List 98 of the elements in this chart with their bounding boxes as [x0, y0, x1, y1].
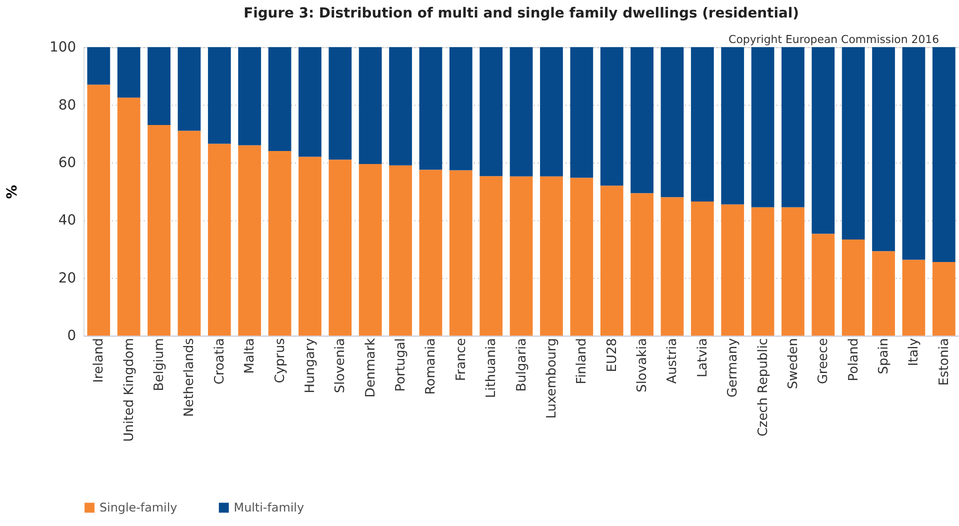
bar	[812, 47, 835, 234]
y-tick-label: 60	[58, 154, 76, 171]
bar	[751, 47, 774, 208]
bar	[600, 47, 624, 186]
x-tick-label: Poland	[846, 338, 862, 382]
bar	[510, 47, 533, 176]
x-tick-label: Italy	[906, 338, 922, 366]
bar	[238, 145, 262, 336]
bar	[660, 47, 684, 198]
x-tick-label: Croatia	[212, 338, 228, 385]
x-tick-label: Estonia	[936, 338, 952, 386]
x-tick-label: Malta	[242, 338, 258, 374]
bar	[298, 47, 322, 157]
bar	[630, 47, 654, 194]
bar	[480, 176, 503, 336]
bar	[690, 47, 714, 202]
bar	[358, 164, 382, 336]
y-axis-title: %	[4, 184, 21, 199]
x-tick-label: Greece	[816, 338, 832, 384]
bar	[178, 130, 201, 336]
bar	[87, 47, 110, 85]
bar	[600, 186, 624, 336]
legend-label: Multi-family	[234, 500, 304, 515]
bar	[178, 47, 201, 131]
x-tick-label: Hungary	[302, 338, 318, 394]
bar	[570, 47, 594, 178]
bar	[902, 260, 926, 336]
bar	[540, 176, 563, 336]
x-tick-label: Bulgaria	[514, 338, 530, 392]
x-tick-label: Germany	[726, 338, 741, 398]
x-tick-label: Sweden	[786, 338, 801, 390]
bar	[238, 47, 262, 146]
x-tick-label: Ireland	[92, 338, 107, 383]
bar	[751, 207, 774, 336]
bar	[117, 47, 140, 98]
bar	[208, 47, 231, 144]
x-tick-label: Latvia	[695, 338, 710, 378]
bar	[842, 47, 865, 240]
x-tick-label: Spain	[876, 338, 892, 374]
x-tick-label: Austria	[665, 338, 680, 384]
bar	[328, 47, 352, 160]
x-tick-label: Slovenia	[333, 338, 348, 394]
bar	[932, 262, 956, 336]
x-tick-label: United Kingdom	[122, 338, 137, 442]
bar	[570, 178, 594, 336]
bar	[117, 98, 140, 336]
bar	[358, 47, 382, 164]
bar	[389, 165, 412, 336]
bar	[148, 125, 170, 336]
x-tick-label: Lithuania	[484, 338, 500, 398]
bar	[690, 201, 714, 336]
bar	[540, 47, 563, 176]
x-tick-label: Finland	[574, 338, 590, 384]
bar	[872, 251, 895, 336]
bar	[268, 150, 292, 336]
y-tick-label: 40	[58, 212, 76, 229]
x-tick-label: Netherlands	[182, 338, 198, 417]
bar	[449, 170, 472, 336]
bar	[298, 156, 322, 336]
bar	[328, 160, 352, 336]
bar	[449, 47, 472, 170]
bar	[660, 197, 684, 336]
x-tick-label: Portugal	[394, 338, 409, 392]
y-tick-label: 100	[50, 40, 76, 56]
bar	[812, 234, 835, 336]
y-tick-label: 20	[58, 270, 76, 286]
bar	[480, 47, 503, 176]
bar	[268, 47, 292, 151]
bar	[389, 47, 412, 166]
bar	[872, 47, 895, 252]
legend-label: Single-family	[99, 500, 178, 515]
bar	[782, 207, 804, 336]
x-tick-label: EU28	[604, 338, 620, 372]
x-tick-label: Denmark	[363, 338, 378, 398]
bar	[148, 47, 170, 126]
bar	[782, 47, 804, 208]
bar	[87, 84, 110, 336]
bar	[419, 47, 442, 170]
bar	[419, 170, 442, 336]
bar	[902, 47, 926, 260]
x-tick-label: France	[454, 338, 469, 382]
x-tick-label: Cyprus	[272, 338, 288, 384]
x-tick-label: Belgium	[152, 338, 168, 392]
y-tick-label: 80	[58, 97, 76, 114]
chart-title: Figure 3: Distribution of multi and single family dwellings (residential)	[244, 5, 799, 22]
bar	[510, 176, 533, 336]
bar	[721, 47, 744, 204]
x-tick-label: Slovakia	[635, 338, 650, 392]
bar	[721, 204, 744, 336]
bar	[932, 47, 956, 262]
y-tick-label: 0	[67, 328, 76, 344]
bar	[842, 240, 865, 336]
text: Copyright European Commission 2016	[728, 33, 940, 46]
bar	[630, 193, 654, 336]
x-tick-label: Romania	[424, 338, 439, 395]
bar	[208, 144, 231, 336]
x-tick-label: Czech Republic	[756, 338, 771, 436]
x-tick-label: Luxembourg	[544, 338, 560, 419]
